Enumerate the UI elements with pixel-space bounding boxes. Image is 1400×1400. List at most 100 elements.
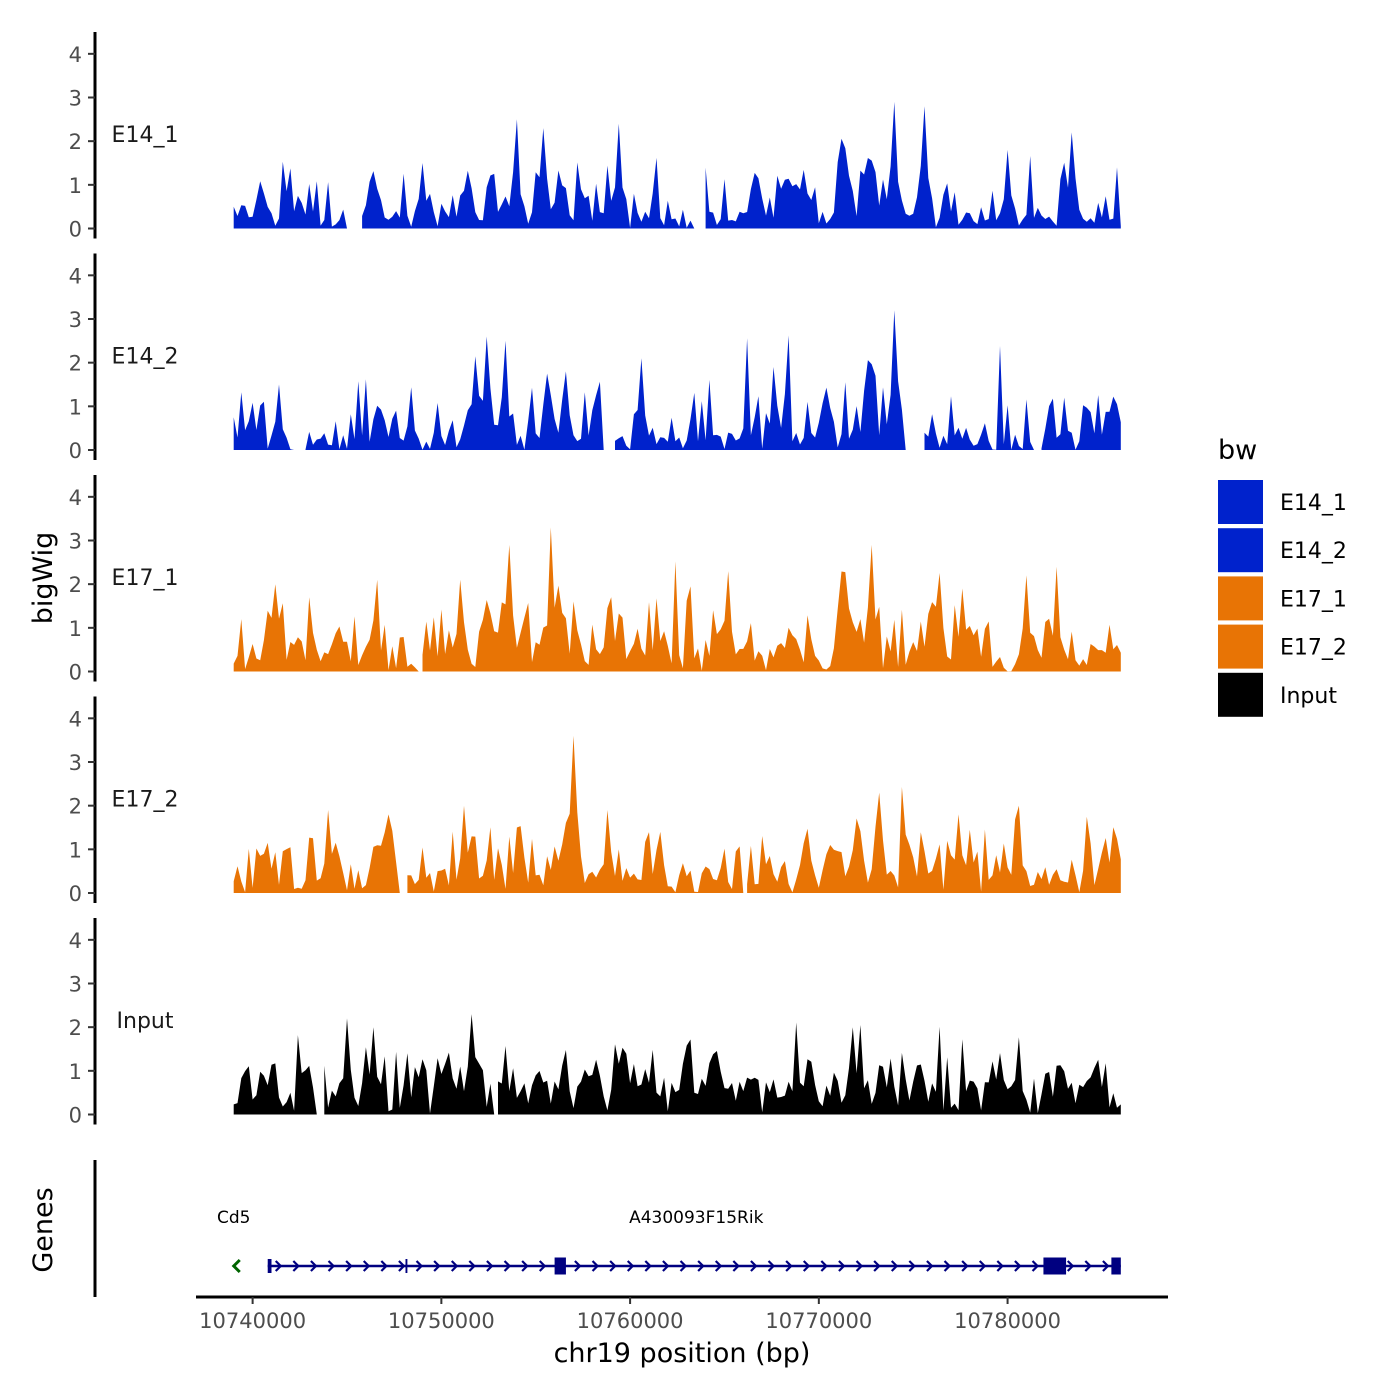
strand-arrow [398, 1260, 406, 1272]
legend-label: E14_1 [1280, 491, 1347, 516]
strand-arrow [574, 1260, 582, 1272]
x-tick-label: 10780000 [954, 1309, 1061, 1333]
strand-arrow [380, 1260, 388, 1272]
strand-arrow [362, 1260, 371, 1272]
track-e17-2: 0 1 2 3 4 E17_2 [69, 696, 1121, 906]
signal-area [233, 101, 1121, 229]
strand-arrow [767, 1260, 776, 1272]
strand-arrow [802, 1260, 811, 1272]
legend-swatch [1218, 528, 1263, 573]
gene-cd5: Cd5 [217, 1208, 250, 1274]
strand-arrow [961, 1260, 969, 1272]
x-tick-label: 10770000 [765, 1309, 872, 1333]
y-tick-label: 2 [69, 795, 82, 819]
strand-arrow [521, 1260, 529, 1272]
y-tick-label: 2 [69, 1016, 82, 1040]
strand-arrow [714, 1260, 723, 1272]
track-e14-1: 0 1 2 3 4 E14_1 [69, 32, 1121, 242]
x-tick-label: 10750000 [388, 1309, 495, 1333]
strand-arrow [433, 1260, 441, 1272]
signal-area [233, 1014, 1121, 1115]
y-tick-label: 1 [69, 1060, 82, 1084]
strand-arrow [274, 1260, 283, 1272]
y-tick-label: 0 [69, 882, 82, 906]
strand-arrow [415, 1260, 424, 1272]
genes-track-title: Genes [28, 1187, 59, 1272]
strand-arrow [468, 1260, 476, 1272]
legend: bw E14_1 E14_2 E17_1 E17_2 Input [1218, 435, 1347, 717]
strand-arrow [231, 1258, 241, 1274]
y-tick-label: 3 [69, 308, 82, 332]
y-tick-label: 2 [69, 352, 82, 376]
legend-label: E17_2 [1280, 636, 1347, 661]
signal-tracks: 0 1 2 3 4 E14_1 0 1 2 3 4 E14_2 0 1 2 3 4 E17_1 0 1 2 3 4 E17_2… [69, 32, 1121, 1128]
strand-arrow [855, 1260, 864, 1272]
legend-swatch [1218, 576, 1263, 621]
strand-arrow [486, 1260, 494, 1272]
strand-arrow [538, 1260, 547, 1272]
y-tick-label: 3 [69, 530, 82, 554]
strand-arrow [785, 1260, 793, 1272]
y-tick-label: 0 [69, 439, 82, 463]
y-tick-label: 4 [69, 486, 82, 510]
signal-area [233, 735, 1121, 893]
strand-arrow [662, 1260, 670, 1272]
strand-arrow [679, 1260, 688, 1272]
strand-arrow [890, 1260, 899, 1272]
track-label: E17_1 [112, 566, 179, 591]
gene-label: Cd5 [217, 1208, 250, 1228]
track-e17-1: 0 1 2 3 4 E17_1 [69, 475, 1121, 685]
strand-arrow [503, 1260, 512, 1272]
x-axis-title: chr19 position (bp) [554, 1338, 811, 1369]
strand-arrow [644, 1260, 652, 1272]
y-tick-label: 3 [69, 751, 82, 775]
strand-arrow [1102, 1260, 1110, 1272]
strand-arrow [820, 1260, 828, 1272]
strand-arrow [978, 1260, 987, 1272]
y-tick-label: 2 [69, 130, 82, 154]
legend-label: E14_2 [1280, 539, 1347, 564]
strand-arrow [1031, 1260, 1040, 1272]
strand-arrow [1084, 1260, 1092, 1272]
signal-area [233, 310, 1121, 450]
gene-a430093f15rik: A430093F15Rik [267, 1208, 1121, 1275]
legend-swatch [1218, 480, 1263, 524]
y-tick-label: 0 [69, 1104, 82, 1128]
legend-label: Input [1280, 684, 1337, 709]
strand-arrow [1014, 1260, 1022, 1272]
strand-arrow [732, 1260, 740, 1272]
strand-arrow [926, 1260, 934, 1272]
track-input: 0 1 2 3 4 Input [69, 918, 1121, 1128]
y-tick-label: 0 [69, 218, 82, 242]
strand-arrow [609, 1260, 617, 1272]
strand-arrow [292, 1260, 300, 1272]
strand-arrow [345, 1260, 353, 1272]
y-tick-label: 1 [69, 838, 82, 862]
y-tick-label: 3 [69, 87, 82, 111]
track-label: E17_2 [112, 788, 179, 813]
track-label: E14_2 [112, 345, 179, 370]
strand-arrow [873, 1260, 881, 1272]
track-label: Input [117, 1009, 174, 1034]
legend-swatch [1218, 624, 1263, 669]
y-tick-label: 3 [69, 973, 82, 997]
exon [1111, 1257, 1121, 1275]
strand-arrow [838, 1260, 846, 1272]
x-tick-label: 10740000 [199, 1309, 306, 1333]
y-tick-label: 2 [69, 573, 82, 597]
exon [1043, 1257, 1067, 1275]
y-tick-label: 0 [69, 661, 82, 685]
strand-arrow [943, 1260, 952, 1272]
x-tick-label: 10760000 [577, 1309, 684, 1333]
legend-swatch [1218, 672, 1263, 717]
strand-arrow [450, 1260, 459, 1272]
track-label: E14_1 [112, 123, 179, 148]
y-tick-label: 4 [69, 43, 82, 67]
y-tick-label: 1 [69, 395, 82, 419]
y-tick-label: 4 [69, 264, 82, 288]
x-axis: 10740000 10750000 10760000 10770000 10780000 [196, 1295, 1168, 1333]
strand-arrow [1066, 1260, 1075, 1272]
strand-arrow [626, 1260, 635, 1272]
exon [267, 1259, 272, 1273]
